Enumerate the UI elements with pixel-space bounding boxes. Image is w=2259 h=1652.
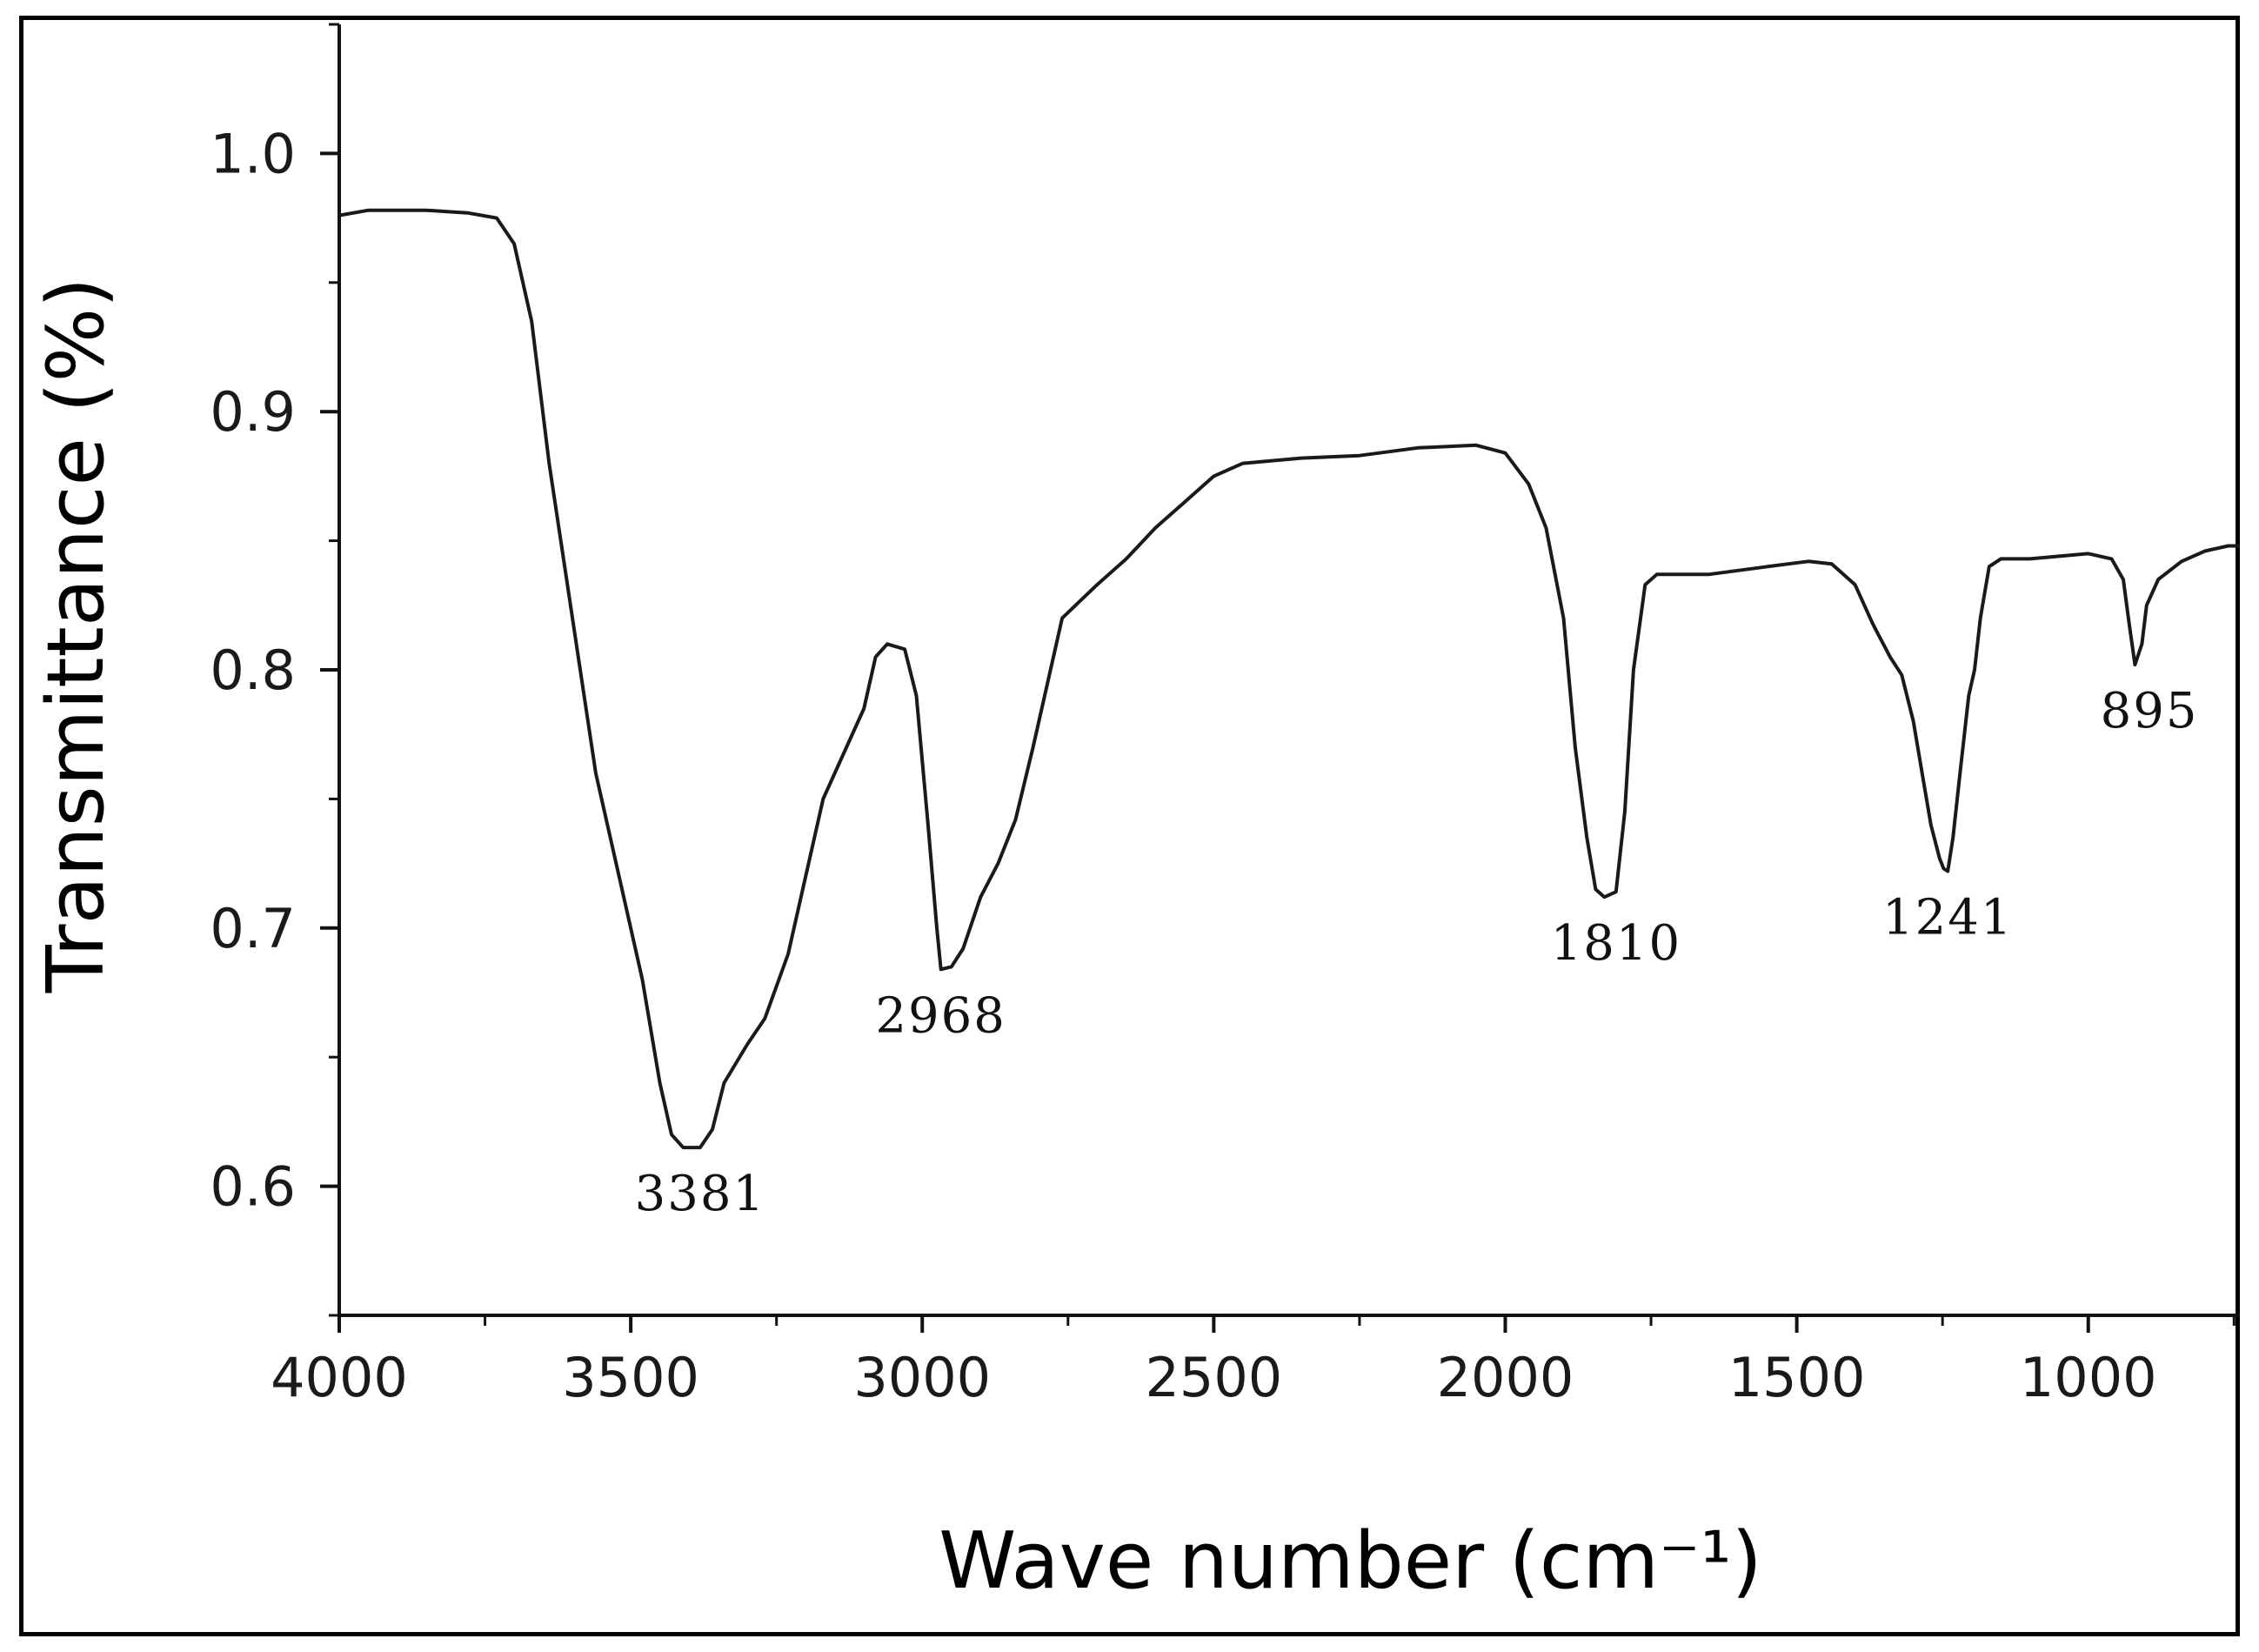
series-line-0	[338, 208, 2240, 1150]
x-tick-label-1000: 1000	[2020, 1346, 2157, 1409]
y-axis-title: Transmittance (%)	[30, 278, 122, 993]
peak-annotations: 3381 2968 1810 1241 895	[635, 683, 2199, 1222]
x-tick-label-4000: 4000	[271, 1346, 408, 1409]
peak-label-2968: 2968	[875, 987, 1006, 1044]
y-axis-ticks: 0.6 0.7 0.8 0.9 1.0	[210, 23, 339, 1317]
series-group	[338, 208, 2240, 1150]
peak-label-895: 895	[2101, 683, 2199, 739]
x-tick-label-2000: 2000	[1437, 1346, 1574, 1409]
y-tick-label-0.7: 0.7	[210, 897, 296, 960]
axes	[338, 24, 2240, 1317]
y-tick-label-0.8: 0.8	[210, 639, 296, 702]
y-tick-label-1: 1.0	[210, 122, 296, 185]
peak-label-1241: 1241	[1882, 890, 2014, 946]
x-axis-ticks: 4000 3500 3000 2500 2000 1500 1000	[271, 1315, 2236, 1409]
peak-label-3381: 3381	[635, 1166, 766, 1222]
y-tick-label-0.6: 0.6	[210, 1155, 296, 1219]
x-tick-label-2500: 2500	[1145, 1346, 1282, 1409]
peak-label-1810: 1810	[1551, 915, 1682, 972]
x-tick-label-3000: 3000	[853, 1346, 991, 1409]
y-tick-label-0.9: 0.9	[210, 380, 296, 444]
x-tick-label-3500: 3500	[562, 1346, 699, 1409]
x-axis-title: Wave number (cm⁻¹)	[939, 1515, 1761, 1607]
figure-frame	[19, 16, 2240, 1636]
x-tick-label-1500: 1500	[1728, 1346, 1866, 1409]
